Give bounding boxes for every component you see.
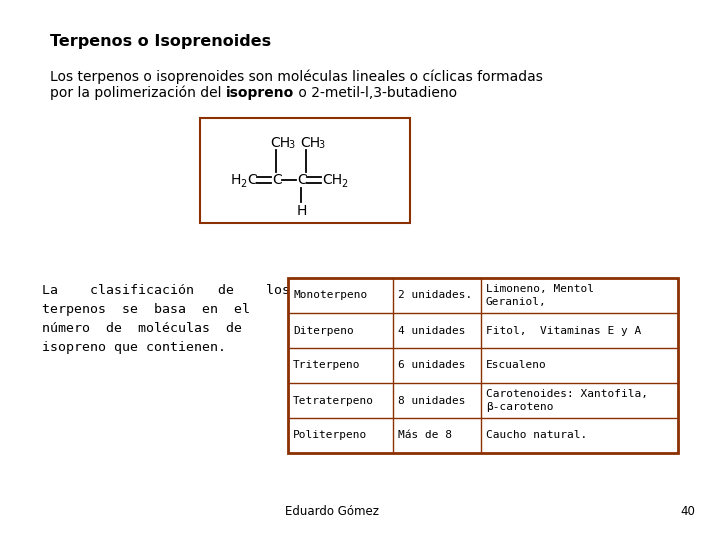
Text: 2: 2 — [341, 179, 347, 189]
Text: CH: CH — [300, 136, 320, 150]
Text: Escualeno: Escualeno — [486, 361, 546, 370]
Text: Más de 8: Más de 8 — [398, 430, 452, 441]
Text: H: H — [297, 204, 307, 218]
Text: H: H — [231, 173, 241, 187]
Text: Triterpeno: Triterpeno — [293, 361, 361, 370]
Text: 3: 3 — [288, 140, 294, 150]
Text: 6 unidades: 6 unidades — [398, 361, 466, 370]
Text: Terpenos o Isoprenoides: Terpenos o Isoprenoides — [50, 34, 271, 49]
Text: número  de  moléculas  de: número de moléculas de — [42, 322, 242, 335]
Text: o 2-metil-l,3-butadieno: o 2-metil-l,3-butadieno — [294, 86, 457, 100]
Text: Geraniol,: Geraniol, — [486, 297, 546, 307]
Bar — [288, 278, 678, 453]
Text: C: C — [297, 173, 307, 187]
Text: 3: 3 — [318, 140, 324, 150]
Text: CH: CH — [322, 173, 342, 187]
Text: Limoneno, Mentol: Limoneno, Mentol — [486, 284, 594, 294]
Text: Carotenoides: Xantofila,: Carotenoides: Xantofila, — [486, 389, 648, 399]
Text: isopreno que contienen.: isopreno que contienen. — [42, 341, 226, 354]
Text: terpenos  se  basa  en  el: terpenos se basa en el — [42, 303, 250, 316]
Text: Politerpeno: Politerpeno — [293, 430, 367, 441]
Text: Los terpenos o isoprenoides son moléculas lineales o cíclicas formadas: Los terpenos o isoprenoides son molécula… — [50, 70, 543, 84]
Bar — [200, 118, 410, 223]
Text: Tetraterpeno: Tetraterpeno — [293, 395, 374, 406]
Text: La    clasificación   de    los: La clasificación de los — [42, 284, 290, 297]
Text: Caucho natural.: Caucho natural. — [486, 430, 588, 441]
Text: Eduardo Gómez: Eduardo Gómez — [285, 505, 379, 518]
Text: 8 unidades: 8 unidades — [398, 395, 466, 406]
Text: C: C — [247, 173, 257, 187]
Text: por la polimerización del: por la polimerización del — [50, 86, 226, 100]
Text: β-caroteno: β-caroteno — [486, 402, 554, 412]
Text: Fitol,  Vitaminas E y A: Fitol, Vitaminas E y A — [486, 326, 642, 335]
Text: isopreno: isopreno — [226, 86, 294, 100]
Text: Monoterpeno: Monoterpeno — [293, 291, 367, 300]
Text: CH: CH — [270, 136, 290, 150]
Text: Diterpeno: Diterpeno — [293, 326, 354, 335]
Text: C: C — [272, 173, 282, 187]
Text: 2 unidades.: 2 unidades. — [398, 291, 472, 300]
Text: 4 unidades: 4 unidades — [398, 326, 466, 335]
Text: 2: 2 — [240, 179, 246, 189]
Text: 40: 40 — [680, 505, 695, 518]
